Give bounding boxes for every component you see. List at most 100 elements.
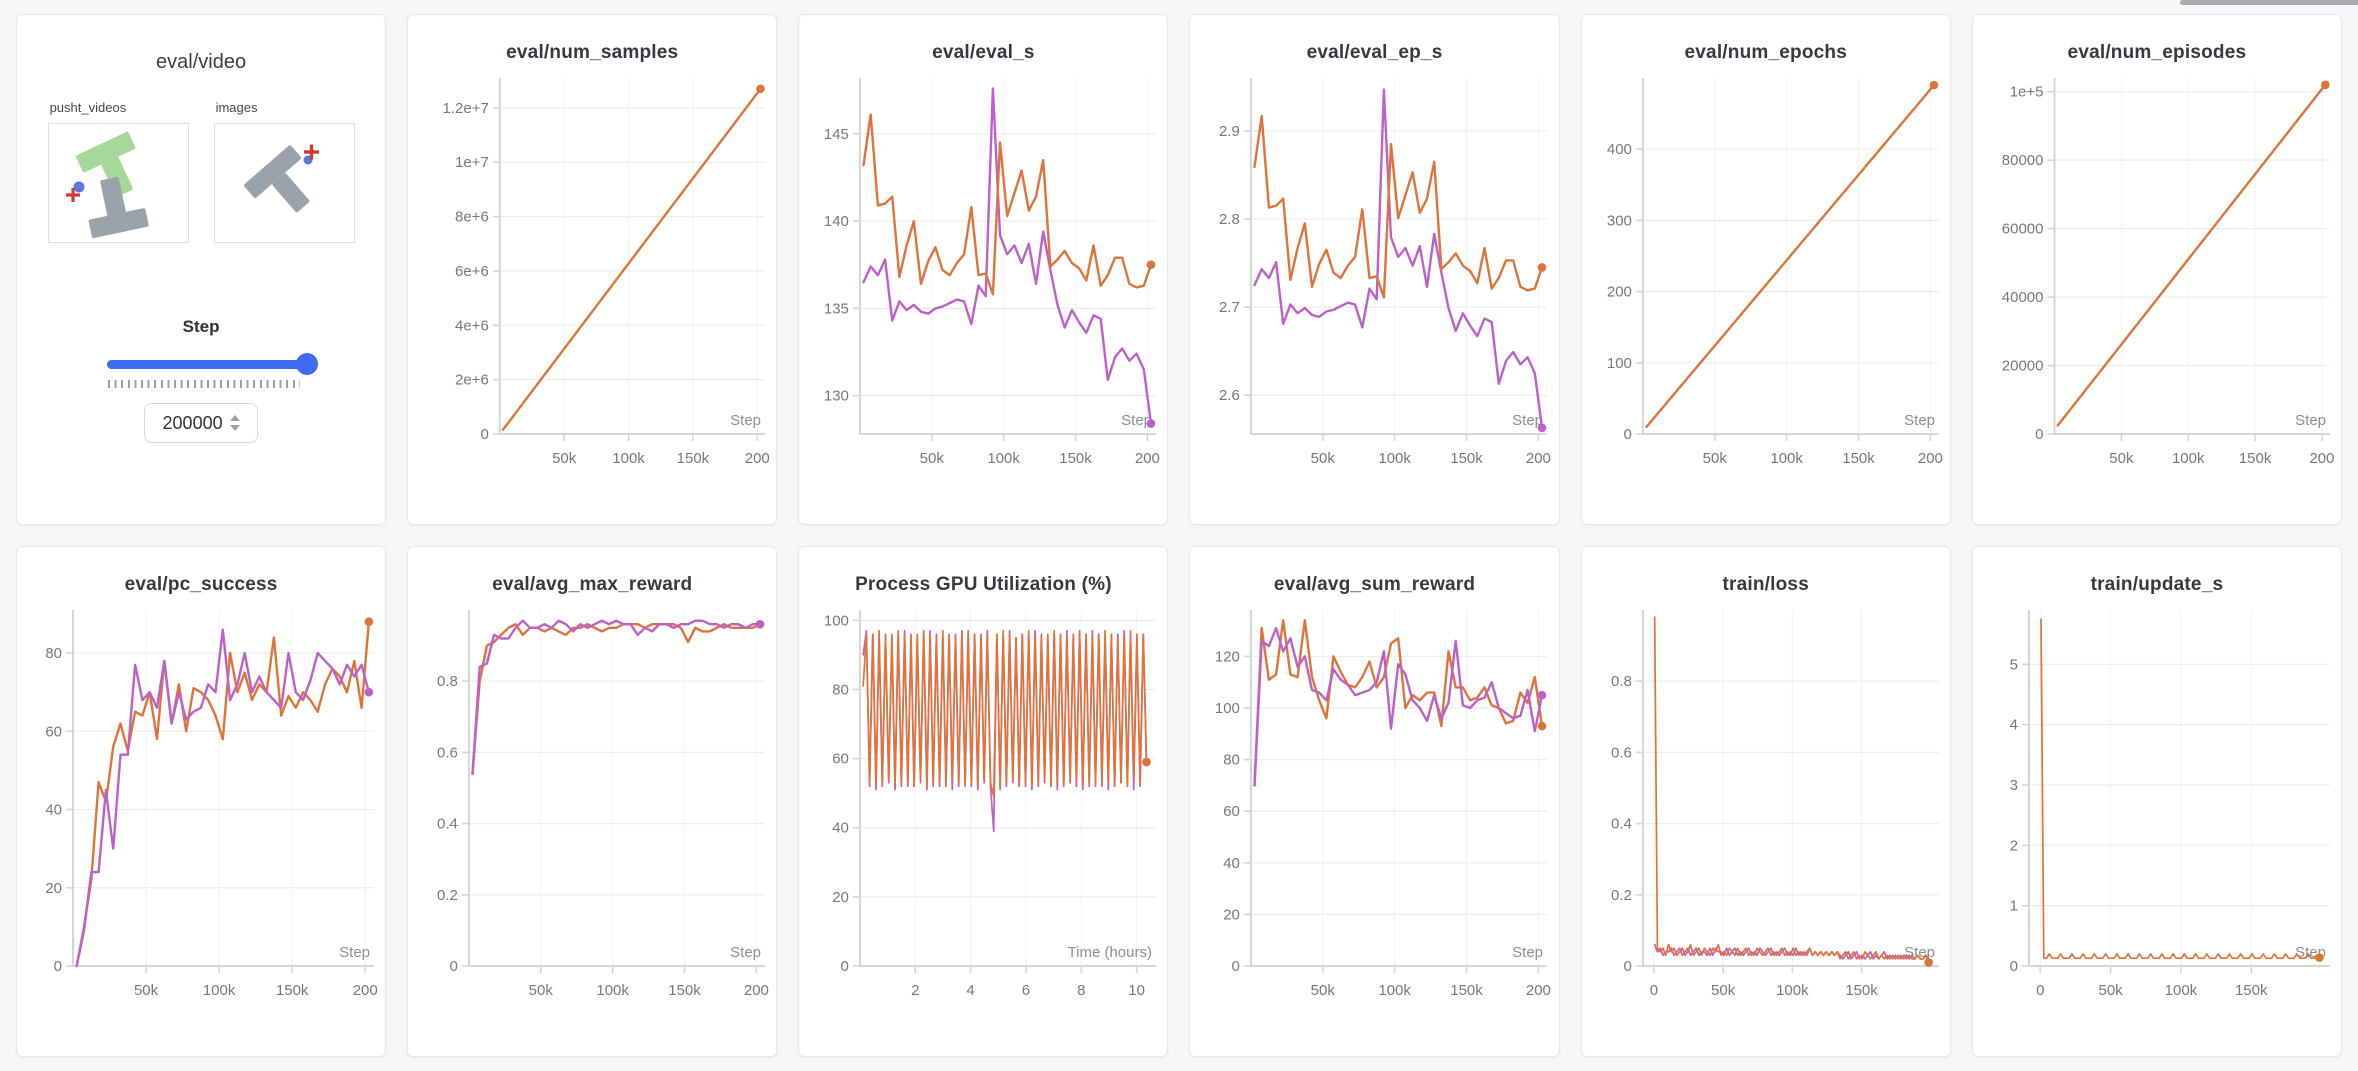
svg-text:150k: 150k <box>1451 982 1484 999</box>
svg-text:400: 400 <box>1607 141 1632 158</box>
svg-text:200: 200 <box>1135 450 1160 467</box>
svg-text:6e+6: 6e+6 <box>455 263 489 280</box>
chart-canvas-eval-num-samples[interactable]: 0 2e+6 4e+6 6e+6 8e+6 1e+7 1.2e+7 50k 100k 150k 20… <box>408 64 776 488</box>
images-scene <box>243 144 319 213</box>
svg-text:1e+5: 1e+5 <box>2010 84 2044 101</box>
horizontal-scrollbar-thumb[interactable] <box>2180 0 2358 5</box>
svg-text:200: 200 <box>2309 450 2334 467</box>
svg-text:0.4: 0.4 <box>437 816 458 833</box>
pusht-video-thumbnail[interactable] <box>47 123 189 243</box>
svg-text:2.6: 2.6 <box>1220 387 1241 404</box>
step-value[interactable]: 200000 <box>162 412 223 433</box>
svg-text:3: 3 <box>2009 777 2017 794</box>
media-panel-title: eval/video <box>156 51 247 73</box>
svg-text:2: 2 <box>911 982 919 999</box>
chart-canvas-gpu-utilization[interactable]: 0 20 40 60 80 100 2 4 6 8 10 Time (hours) <box>799 596 1167 1020</box>
svg-text:0.6: 0.6 <box>437 744 458 761</box>
svg-text:40: 40 <box>833 820 850 837</box>
svg-text:150k: 150k <box>2239 450 2272 467</box>
svg-text:2: 2 <box>2009 837 2017 854</box>
panel-eval-num-samples: eval/num_samples 0 2e+6 4e+6 6e+6 8e+6 1e+7 1.… <box>407 14 778 525</box>
svg-text:0: 0 <box>2009 958 2017 975</box>
svg-text:2.8: 2.8 <box>1220 211 1241 228</box>
step-slider-label: Step <box>182 317 220 336</box>
increment-icon[interactable] <box>229 415 240 421</box>
chart-canvas-eval-num-episodes[interactable]: 0 20000 40000 60000 80000 1e+5 50k 100k 150k 200 S… <box>1973 64 2341 488</box>
svg-text:4: 4 <box>2009 717 2017 734</box>
svg-text:Step: Step <box>1513 412 1544 429</box>
svg-text:130: 130 <box>824 388 849 405</box>
svg-text:120: 120 <box>1215 648 1240 665</box>
svg-text:100k: 100k <box>1770 450 1803 467</box>
svg-text:0: 0 <box>481 426 489 443</box>
svg-text:200: 200 <box>1607 284 1632 301</box>
panel-eval-num-episodes: eval/num_episodes 0 20000 40000 60000 80000 1… <box>1971 14 2342 525</box>
chart-canvas-eval-avg-sum-reward[interactable]: 0 20 40 60 80 100 120 50k 100k 150k 200 Step <box>1190 596 1558 1020</box>
panel-train-loss: train/loss 0 0.2 0.4 0.6 0.8 0 50k 100k 150k Step <box>1580 546 1951 1057</box>
svg-text:80000: 80000 <box>2002 152 2044 169</box>
svg-text:100k: 100k <box>1379 982 1412 999</box>
images-thumbnail[interactable] <box>213 123 355 243</box>
svg-text:40: 40 <box>45 802 62 819</box>
svg-text:Step: Step <box>1121 412 1152 429</box>
panel-train-update-s: train/update_s 0 1 2 3 4 5 0 50k 100k 150k Step <box>1971 546 2342 1057</box>
svg-text:60: 60 <box>833 751 850 768</box>
chart-canvas-train-loss[interactable]: 0 0.2 0.4 0.6 0.8 0 50k 100k 150k Step <box>1582 596 1950 1020</box>
svg-text:20: 20 <box>1224 906 1241 923</box>
svg-text:0.2: 0.2 <box>437 887 458 904</box>
step-slider-track[interactable] <box>107 360 308 369</box>
svg-text:200: 200 <box>1918 450 1943 467</box>
svg-text:0.2: 0.2 <box>1611 887 1632 904</box>
chart-canvas-eval-num-epochs[interactable]: 0 100 200 300 400 50k 100k 150k 200 Step <box>1582 64 1950 488</box>
svg-text:80: 80 <box>45 645 62 662</box>
media-figure-images: images <box>213 100 355 243</box>
svg-text:50k: 50k <box>1311 450 1336 467</box>
svg-text:60: 60 <box>1224 803 1241 820</box>
svg-text:200: 200 <box>1526 982 1551 999</box>
step-slider[interactable] <box>107 353 319 375</box>
svg-text:1: 1 <box>2009 898 2017 915</box>
svg-text:Step: Step <box>339 944 370 961</box>
chart-title: eval/eval_s <box>932 42 1035 63</box>
svg-text:150k: 150k <box>1060 450 1093 467</box>
svg-text:50k: 50k <box>552 450 577 467</box>
svg-text:0: 0 <box>2035 426 2043 443</box>
chart-canvas-eval-avg-max-reward[interactable]: 0 0.2 0.4 0.6 0.8 50k 100k 150k 200 Step <box>408 596 776 1020</box>
svg-text:0: 0 <box>841 958 849 975</box>
svg-text:50k: 50k <box>920 450 945 467</box>
media-label: pusht_videos <box>49 100 127 115</box>
goal-cross <box>303 144 319 160</box>
svg-text:10: 10 <box>1129 982 1146 999</box>
chart-canvas-train-update-s[interactable]: 0 1 2 3 4 5 0 50k 100k 150k Step <box>1973 596 2341 1020</box>
chart-canvas-eval-eval-ep-s[interactable]: 2.6 2.7 2.8 2.9 50k 100k 150k 200 Step <box>1190 64 1558 488</box>
media-figure-pusht-videos: pusht_videos <box>47 100 189 243</box>
panel-eval-video: eval/video pusht_videos <box>16 14 387 525</box>
svg-text:2.7: 2.7 <box>1220 299 1241 316</box>
svg-text:50k: 50k <box>2098 982 2123 999</box>
svg-text:4e+6: 4e+6 <box>455 317 489 334</box>
svg-text:100: 100 <box>1215 700 1240 717</box>
svg-text:50k: 50k <box>1711 982 1736 999</box>
svg-text:50k: 50k <box>529 982 554 999</box>
panel-eval-num-epochs: eval/num_epochs 0 100 200 300 400 50k 100k 150k… <box>1580 14 1951 525</box>
svg-text:0: 0 <box>450 958 458 975</box>
svg-text:2.9: 2.9 <box>1220 123 1241 140</box>
svg-text:40: 40 <box>1224 855 1241 872</box>
chart-canvas-eval-eval-s[interactable]: 130 135 140 145 50k 100k 150k 200 Step <box>799 64 1167 488</box>
svg-text:0: 0 <box>1623 426 1631 443</box>
svg-text:100: 100 <box>824 612 849 629</box>
decrement-icon[interactable] <box>229 425 240 431</box>
pusht-scene <box>65 131 149 239</box>
chart-canvas-eval-pc-success[interactable]: 0 20 40 60 80 50k 100k 150k 200 Step <box>17 596 385 1020</box>
chart-title: eval/avg_sum_reward <box>1273 574 1476 595</box>
svg-text:0.8: 0.8 <box>437 673 458 690</box>
panel-eval-avg-sum-reward: eval/avg_sum_reward 0 20 40 60 80 100 120 50k 10… <box>1189 546 1560 1057</box>
svg-text:100k: 100k <box>1776 982 1809 999</box>
svg-text:100k: 100k <box>2172 450 2205 467</box>
step-number-input[interactable]: 200000 <box>144 403 259 443</box>
svg-text:100: 100 <box>1607 355 1632 372</box>
step-stepper <box>229 415 240 431</box>
step-slider-handle[interactable] <box>296 353 319 375</box>
svg-text:135: 135 <box>824 300 849 317</box>
svg-text:200: 200 <box>745 450 770 467</box>
